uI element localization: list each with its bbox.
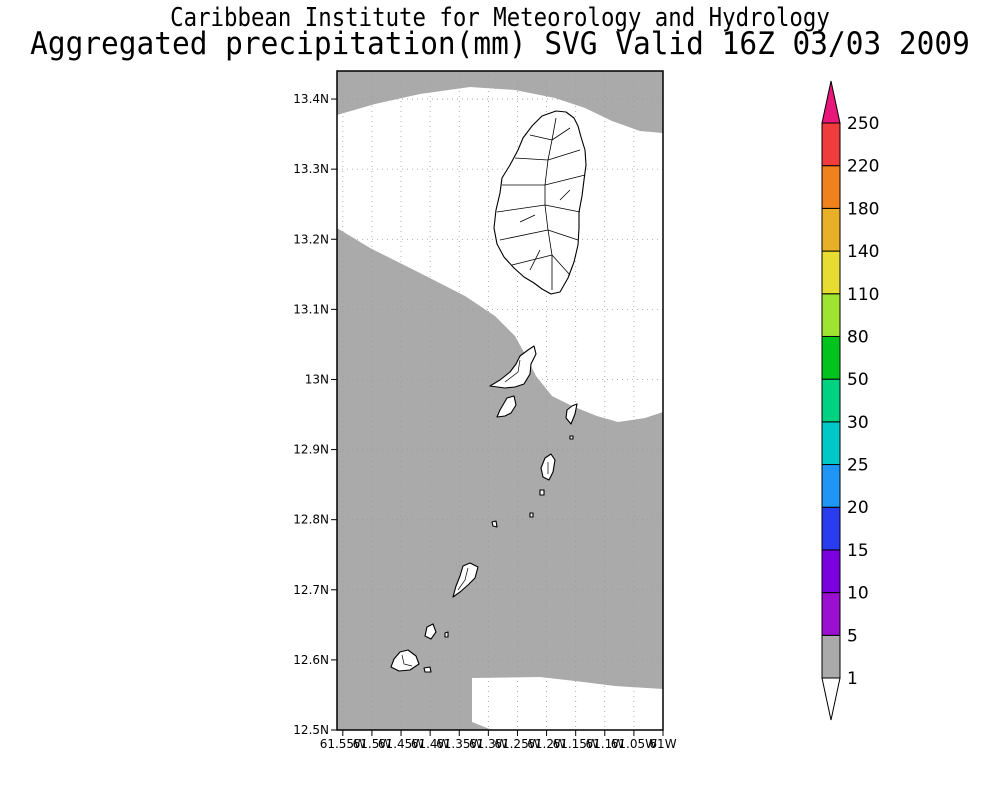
island-saint-vincent — [493, 110, 587, 295]
legend-swatch — [821, 464, 841, 508]
legend-swatch — [821, 335, 841, 380]
lon-tick-label: 61.45W — [378, 737, 424, 751]
legend-swatch — [821, 207, 841, 252]
rain-area-north — [337, 71, 663, 133]
legend-label: 25 — [847, 456, 869, 476]
legend-swatch — [821, 549, 841, 594]
precipitation-field — [337, 71, 663, 730]
legend-label: 10 — [847, 584, 869, 604]
lat-tick-label: 12.5N — [293, 723, 329, 737]
island-bequia — [489, 345, 537, 389]
lon-tick-label: 61.25W — [494, 737, 540, 751]
lon-tick-label: 61.55W — [320, 737, 366, 751]
lat-tick-label: 13.4N — [293, 92, 329, 106]
legend-bottom-arrow — [821, 677, 841, 721]
rain-area-south — [337, 228, 663, 730]
lat-tick-label: 12.9N — [293, 443, 329, 457]
legend-label: 15 — [847, 541, 869, 561]
lon-tick-label: 61.05W — [611, 737, 657, 751]
latitude-axis: 12.5N 12.6N 12.7N 12.8N 12.9N 13N 13.1N 13.2N 13… — [293, 92, 337, 737]
legend-swatch — [821, 378, 841, 423]
lon-tick-label: 61.5W — [353, 737, 392, 751]
legend-swatch — [821, 634, 841, 679]
lon-tick-label: 61.3W — [469, 737, 508, 751]
legend-label: 250 — [847, 114, 879, 134]
legend-label: 220 — [847, 157, 879, 177]
chart-subtitle: Aggregated precipitation(mm) SVG Valid 1… — [30, 26, 970, 62]
legend-label: 80 — [847, 327, 869, 347]
island-tobago-cays — [529, 512, 534, 518]
legend-label: 180 — [847, 199, 879, 219]
island-mustique — [496, 395, 517, 418]
legend-label: 5 — [847, 626, 858, 646]
island-mayreau — [491, 520, 498, 528]
island-small-3 — [569, 435, 574, 440]
legend-top-arrow — [821, 80, 841, 124]
legend-label: 30 — [847, 413, 869, 433]
island-small-2 — [444, 631, 449, 638]
lat-tick-label: 12.8N — [293, 513, 329, 527]
lat-tick-label: 13.2N — [293, 232, 329, 246]
watershed-lines — [496, 117, 586, 290]
island-small-4 — [539, 489, 545, 496]
legend-label: 1 — [847, 669, 858, 689]
lon-tick-label: 61W — [649, 737, 676, 751]
lon-tick-label: 61.35W — [436, 737, 482, 751]
legend-swatch — [821, 293, 841, 337]
legend-swatch — [821, 421, 841, 466]
island-small-1 — [423, 666, 432, 673]
lon-tick-label: 61.1W — [585, 737, 624, 751]
legend-label: 140 — [847, 242, 879, 262]
lat-tick-label: 13.3N — [293, 162, 329, 176]
lon-tick-label: 61.2W — [527, 737, 566, 751]
chart-title: Caribbean Institute for Meteorology and … — [170, 3, 830, 33]
lat-tick-label: 12.6N — [293, 653, 329, 667]
legend-swatch — [821, 165, 841, 209]
longitude-axis: 61.55W61.5W61.45W61.4W61.35W61.3W61.25W6… — [320, 730, 677, 751]
lon-tick-label: 61.4W — [411, 737, 450, 751]
lat-tick-label: 13N — [305, 372, 329, 386]
lon-tick-label: 61.15W — [553, 737, 599, 751]
legend-swatch — [821, 250, 841, 295]
legend-swatch — [821, 122, 841, 167]
legend-swatch — [821, 506, 841, 551]
island-petit-st-vincent — [424, 623, 437, 640]
island-detail-lines — [401, 359, 549, 667]
legend-label: 20 — [847, 498, 869, 518]
legend-swatch — [821, 592, 841, 636]
lat-tick-label: 13.1N — [293, 302, 329, 316]
legend-label: 110 — [847, 285, 879, 305]
island-balliceaux — [565, 403, 578, 425]
legend-label: 50 — [847, 370, 869, 390]
plot-frame — [336, 70, 664, 731]
lat-tick-label: 12.7N — [293, 583, 329, 597]
